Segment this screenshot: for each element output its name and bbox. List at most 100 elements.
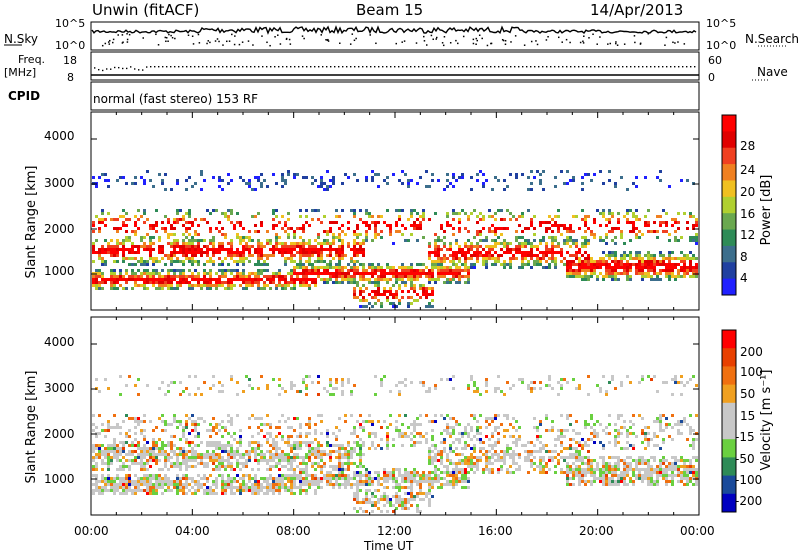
heatmap-cell xyxy=(200,477,203,480)
heatmap-cell xyxy=(461,435,464,438)
heatmap-cell xyxy=(443,188,446,191)
heatmap-cell xyxy=(485,390,488,393)
heatmap-cell xyxy=(485,417,488,420)
nave-dot xyxy=(290,66,292,68)
heatmap-cell xyxy=(398,266,401,269)
heatmap-cell xyxy=(473,390,476,393)
heatmap-cell xyxy=(143,269,146,272)
heatmap-cell xyxy=(371,444,374,447)
heatmap-cell xyxy=(497,242,500,245)
heatmap-cell xyxy=(260,251,263,254)
heatmap-cell xyxy=(356,510,359,513)
nave-dot xyxy=(142,69,144,71)
heatmap-cell xyxy=(635,254,638,257)
heatmap-cell xyxy=(248,275,251,278)
heatmap-cell xyxy=(131,269,134,272)
heatmap-cell xyxy=(431,272,434,275)
heatmap-cell xyxy=(176,465,179,468)
heatmap-cell xyxy=(467,435,470,438)
heatmap-cell xyxy=(503,251,506,254)
heatmap-cell xyxy=(395,221,398,224)
heatmap-cell xyxy=(284,263,287,266)
nave-dot xyxy=(186,66,188,68)
heatmap-cell xyxy=(440,483,443,486)
heatmap-cell xyxy=(617,272,620,275)
heatmap-cell xyxy=(326,477,329,480)
heatmap-cell xyxy=(260,173,263,176)
heatmap-cell xyxy=(248,284,251,287)
heatmap-cell xyxy=(431,290,434,293)
heatmap-cell xyxy=(485,462,488,465)
heatmap-cell xyxy=(581,209,584,212)
heatmap-cell xyxy=(320,468,323,471)
heatmap-cell xyxy=(383,179,386,182)
heatmap-cell xyxy=(170,489,173,492)
heatmap-cell xyxy=(209,284,212,287)
heatmap-cell xyxy=(155,447,158,450)
heatmap-cell xyxy=(605,233,608,236)
heatmap-cell xyxy=(299,248,302,251)
heatmap-cell xyxy=(389,302,392,305)
heatmap-cell xyxy=(332,272,335,275)
heatmap-cell xyxy=(197,275,200,278)
heatmap-cell xyxy=(470,188,473,191)
heatmap-cell xyxy=(272,212,275,215)
heatmap-cell xyxy=(545,242,548,245)
heatmap-cell xyxy=(152,227,155,230)
heatmap-cell xyxy=(116,227,119,230)
heatmap-cell xyxy=(125,239,128,242)
heatmap-cell xyxy=(206,209,209,212)
heatmap-cell xyxy=(437,260,440,263)
heatmap-cell xyxy=(125,269,128,272)
heatmap-cell xyxy=(410,233,413,236)
heatmap-cell xyxy=(455,462,458,465)
heatmap-cell xyxy=(485,435,488,438)
heatmap-cell xyxy=(221,450,224,453)
heatmap-cell xyxy=(452,474,455,477)
heatmap-cell xyxy=(197,462,200,465)
heatmap-cell xyxy=(461,209,464,212)
heatmap-cell xyxy=(443,275,446,278)
heatmap-cell xyxy=(269,275,272,278)
heatmap-cell xyxy=(101,275,104,278)
heatmap-cell xyxy=(509,456,512,459)
heatmap-cell xyxy=(335,456,338,459)
heatmap-cell xyxy=(92,221,95,224)
heatmap-cell xyxy=(539,381,542,384)
heatmap-cell xyxy=(149,275,152,278)
heatmap-cell xyxy=(173,450,176,453)
heatmap-cell xyxy=(164,275,167,278)
heatmap-cell xyxy=(257,483,260,486)
heatmap-cell xyxy=(683,269,686,272)
heatmap-cell xyxy=(416,504,419,507)
heatmap-cell xyxy=(626,254,629,257)
heatmap-cell xyxy=(146,474,149,477)
heatmap-cell xyxy=(455,483,458,486)
heatmap-cell xyxy=(287,245,290,248)
nave-dot xyxy=(666,66,668,68)
heatmap-cell xyxy=(128,444,131,447)
heatmap-cell xyxy=(317,242,320,245)
heatmap-cell xyxy=(509,242,512,245)
nave-dot xyxy=(250,66,252,68)
heatmap-cell xyxy=(233,224,236,227)
heatmap-cell xyxy=(245,462,248,465)
heatmap-cell xyxy=(236,459,239,462)
heatmap-cell xyxy=(380,293,383,296)
heatmap-cell xyxy=(203,239,206,242)
heatmap-cell xyxy=(314,450,317,453)
heatmap-cell xyxy=(287,438,290,441)
heatmap-cell xyxy=(122,215,125,218)
heatmap-cell xyxy=(98,272,101,275)
heatmap-cell xyxy=(170,423,173,426)
heatmap-cell xyxy=(461,486,464,489)
heatmap-cell xyxy=(185,188,188,191)
heatmap-cell xyxy=(152,477,155,480)
heatmap-cell xyxy=(275,209,278,212)
heatmap-cell xyxy=(305,254,308,257)
heatmap-cell xyxy=(122,468,125,471)
heatmap-cell xyxy=(221,483,224,486)
heatmap-cell xyxy=(92,474,95,477)
heatmap-cell xyxy=(203,278,206,281)
heatmap-cell xyxy=(224,450,227,453)
